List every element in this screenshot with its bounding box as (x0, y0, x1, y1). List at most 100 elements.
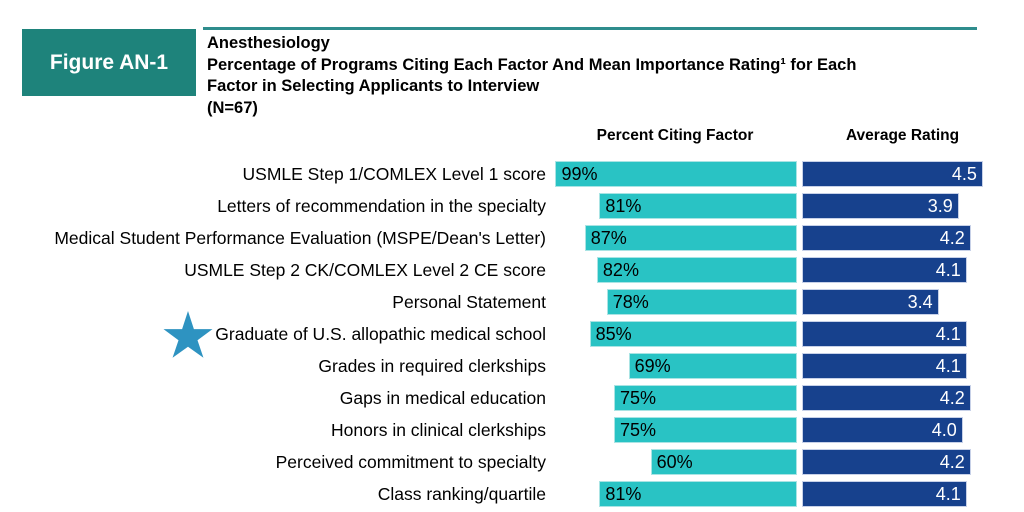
rating-bar-track: 4.2 (802, 449, 1003, 475)
percent-bar-track: 78% (553, 289, 797, 315)
rating-bar: 3.9 (802, 193, 959, 219)
percent-bar-track: 85% (553, 321, 797, 347)
percent-column-header: Percent Citing Factor (596, 127, 754, 144)
rating-bar-track: 4.1 (802, 353, 1003, 379)
percent-bar-track: 81% (553, 193, 797, 219)
percent-value: 85% (595, 324, 632, 344)
rating-bar-track: 4.1 (802, 321, 1003, 347)
rating-bar: 4.1 (802, 481, 967, 507)
percent-bar: 60% (650, 449, 797, 475)
rating-value: 4.1 (935, 324, 961, 344)
percent-value: 81% (605, 196, 642, 216)
percent-bar: 85% (589, 321, 797, 347)
rating-bar: 4.2 (802, 225, 971, 251)
percent-bar: 78% (606, 289, 797, 315)
factor-label: Personal Statement (0, 289, 546, 315)
percent-bar-track: 75% (553, 385, 797, 411)
percent-bar-track: 81% (553, 481, 797, 507)
percent-bar-track: 69% (553, 353, 797, 379)
factor-label-text: Graduate of U.S. allopathic medical scho… (215, 323, 546, 344)
percent-bar: 75% (614, 385, 797, 411)
percent-bar-track: 75% (553, 417, 797, 443)
rating-bar: 4.1 (802, 257, 967, 283)
factor-row: Class ranking/quartile 81% 4.1 (0, 481, 1024, 507)
factor-label-text: Honors in clinical clerkships (331, 419, 546, 440)
rating-bar: 4.5 (802, 161, 983, 187)
percent-value: 87% (590, 228, 627, 248)
rating-bar-track: 4.1 (802, 257, 1003, 283)
factor-row: Perceived commitment to specialty 60% 4.… (0, 449, 1024, 475)
rating-bar-track: 4.1 (802, 481, 1003, 507)
factor-row: Honors in clinical clerkships 75% 4.0 (0, 417, 1024, 443)
rating-bar: 3.4 (802, 289, 939, 315)
percent-bar: 99% (555, 161, 797, 187)
percent-bar-track: 60% (553, 449, 797, 475)
percent-bar: 87% (584, 225, 797, 251)
rating-value: 3.4 (907, 292, 933, 312)
rating-value: 4.2 (939, 228, 965, 248)
rating-value: 4.1 (935, 484, 961, 504)
rating-bar-track: 3.9 (802, 193, 1003, 219)
factor-label: Class ranking/quartile (0, 481, 546, 507)
factor-row: Grades in required clerkships 69% 4.1 (0, 353, 1024, 379)
figure-label-box: Figure AN-1 (22, 29, 196, 96)
factor-label-text: Letters of recommendation in the special… (217, 195, 546, 216)
rating-value: 3.9 (927, 196, 953, 216)
factor-row: USMLE Step 1/COMLEX Level 1 score 99% 4.… (0, 161, 1024, 187)
factor-row: Letters of recommendation in the special… (0, 193, 1024, 219)
factor-label-text: Personal Statement (392, 291, 546, 312)
factor-label: Gaps in medical education (0, 385, 546, 411)
factor-label: USMLE Step 2 CK/COMLEX Level 2 CE score (0, 257, 546, 283)
percent-value: 60% (656, 452, 693, 472)
percent-bar-track: 82% (553, 257, 797, 283)
percent-bar: 69% (628, 353, 797, 379)
percent-bar: 75% (614, 417, 797, 443)
factor-label-text: USMLE Step 2 CK/COMLEX Level 2 CE score (184, 259, 546, 280)
rating-bar: 4.1 (802, 353, 967, 379)
percent-value: 78% (612, 292, 649, 312)
factor-row: Medical Student Performance Evaluation (… (0, 225, 1024, 251)
factor-label: Graduate of U.S. allopathic medical scho… (0, 311, 546, 358)
rating-column-header: Average Rating (845, 127, 960, 144)
factor-label: Perceived commitment to specialty (0, 449, 546, 475)
factor-label: Grades in required clerkships (0, 353, 546, 379)
percent-bar: 81% (599, 193, 797, 219)
factor-label-text: Medical Student Performance Evaluation (… (54, 227, 546, 248)
figure-title-line2: Factor in Selecting Applicants to Interv… (207, 77, 540, 95)
rating-bar-track: 3.4 (802, 289, 1003, 315)
rating-value: 4.1 (935, 260, 961, 280)
rating-value: 4.1 (935, 356, 961, 376)
rating-bar-track: 4.5 (802, 161, 1003, 187)
star-icon (163, 311, 213, 358)
rating-value: 4.2 (939, 388, 965, 408)
rating-bar-track: 4.2 (802, 225, 1003, 251)
percent-bar: 82% (596, 257, 797, 283)
header-rule (203, 27, 977, 30)
factor-row: Graduate of U.S. allopathic medical scho… (0, 311, 1024, 358)
rating-bar: 4.2 (802, 385, 971, 411)
factor-row: Gaps in medical education 75% 4.2 (0, 385, 1024, 411)
factor-label-text: Perceived commitment to specialty (275, 451, 546, 472)
rating-value: 4.5 (951, 164, 977, 184)
percent-value: 75% (620, 388, 657, 408)
rating-value: 4.2 (939, 452, 965, 472)
factor-label: USMLE Step 1/COMLEX Level 1 score (0, 161, 546, 187)
percent-value: 99% (561, 164, 598, 184)
factor-row: USMLE Step 2 CK/COMLEX Level 2 CE score … (0, 257, 1024, 283)
factor-label-text: Class ranking/quartile (377, 483, 546, 504)
rating-value: 4.0 (931, 420, 957, 440)
rating-bar-track: 4.0 (802, 417, 1003, 443)
percent-bar: 81% (599, 481, 797, 507)
factor-label: Medical Student Performance Evaluation (… (0, 225, 546, 251)
rating-bar: 4.2 (802, 449, 971, 475)
sample-size-label: (N=67) (207, 98, 258, 117)
factor-label: Honors in clinical clerkships (0, 417, 546, 443)
percent-value: 75% (620, 420, 657, 440)
figure-label: Figure AN-1 (49, 50, 169, 74)
specialty-title: Anesthesiology (207, 34, 330, 52)
figure-title-block: Anesthesiology Percentage of Programs Ci… (207, 33, 1019, 119)
rating-bar: 4.0 (802, 417, 963, 443)
percent-bar-track: 87% (553, 225, 797, 251)
factor-label-text: Gaps in medical education (339, 387, 546, 408)
